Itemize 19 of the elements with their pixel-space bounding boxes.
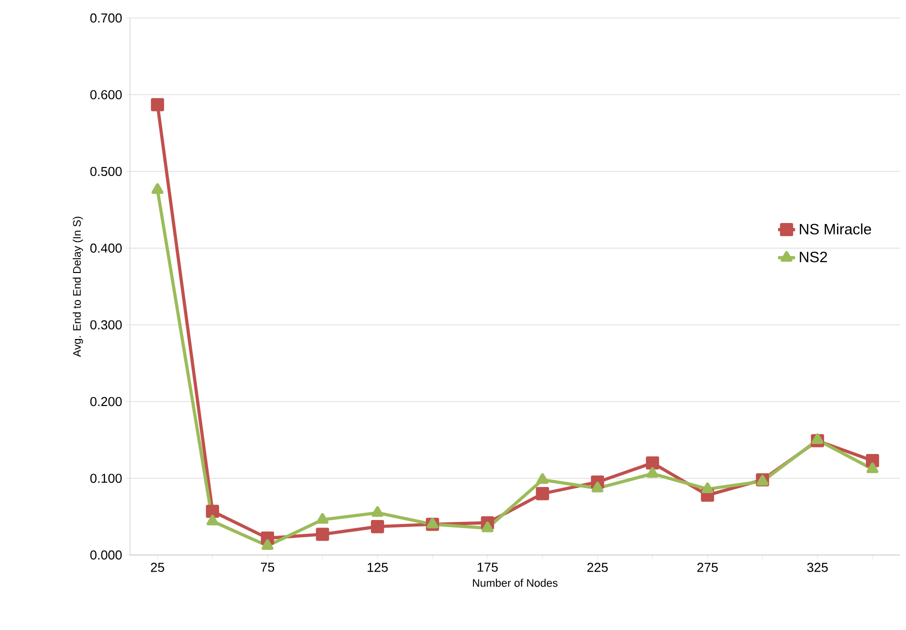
y-tick-label: 0.300: [90, 320, 122, 330]
y-tick-label: 0.200: [90, 396, 122, 406]
y-tick-label: 0.700: [90, 13, 122, 23]
y-tick-label: 0.600: [90, 90, 122, 100]
legend-label: NS Miracle: [800, 223, 872, 234]
x-tick-label: 175: [478, 562, 498, 572]
x-tick-label: 25: [150, 562, 164, 572]
y-tick-label: 0.100: [90, 474, 122, 483]
x-axis-title: Number of Nodes: [472, 578, 558, 587]
legend-label: NS2: [800, 252, 827, 262]
y-axis-title: Avg. End to End Delay (In S): [72, 216, 83, 357]
x-tick-label: 75: [260, 562, 274, 572]
y-tick-label: 0.500: [90, 166, 122, 176]
x-tick-label: 325: [807, 562, 828, 572]
x-tick-label: 125: [368, 562, 388, 572]
x-tick-label: 225: [587, 562, 608, 572]
y-tick-label: 0.400: [90, 244, 122, 253]
y-tick-label: 0.000: [90, 550, 122, 560]
x-tick-label: 275: [697, 562, 718, 572]
